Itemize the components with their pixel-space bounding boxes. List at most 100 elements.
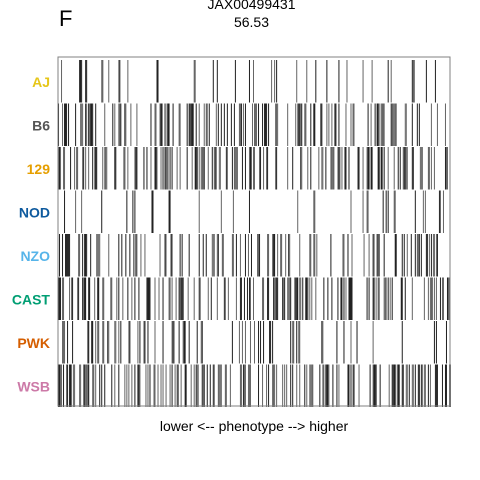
heatmap-cell	[263, 321, 265, 364]
heatmap-cell	[424, 190, 426, 233]
heatmap-cell	[376, 234, 378, 277]
heatmap-cell	[277, 103, 279, 146]
heatmap-cell	[107, 321, 109, 364]
heatmap-cell	[266, 364, 268, 407]
heatmap-cell	[67, 234, 69, 277]
heatmap-cell	[70, 147, 72, 190]
heatmap-cell	[124, 364, 126, 407]
heatmap-cell	[248, 60, 250, 103]
heatmap-cell	[325, 147, 327, 190]
heatmap-cell	[412, 147, 414, 190]
heatmap-cell	[235, 147, 237, 190]
heatmap-cell	[89, 103, 91, 146]
heatmap-cell	[193, 277, 195, 320]
heatmap-cell	[370, 103, 372, 146]
heatmap-cell	[433, 234, 435, 277]
heatmap-cell	[353, 364, 355, 407]
heatmap-cell	[198, 103, 200, 146]
heatmap-cell	[134, 277, 136, 320]
heatmap-cell	[336, 321, 338, 364]
heatmap-cell	[84, 364, 86, 407]
heatmap-cell	[344, 147, 346, 190]
heatmap-cell	[249, 364, 251, 407]
heatmap-cell	[191, 103, 194, 146]
heatmap-cell	[241, 321, 243, 364]
heatmap-cell	[299, 234, 301, 277]
heatmap-cell	[420, 234, 422, 277]
heatmap-cell	[168, 190, 171, 233]
heatmap-cell	[139, 364, 141, 407]
heatmap-cell	[74, 364, 76, 407]
heatmap-cell	[422, 190, 424, 233]
heatmap-cell	[307, 147, 309, 190]
heatmap-cell	[198, 277, 200, 320]
heatmap-cell	[445, 147, 448, 190]
heatmap-cell	[69, 234, 71, 277]
heatmap-cell	[127, 277, 129, 320]
heatmap-cell	[205, 234, 207, 277]
heatmap-cell	[70, 364, 72, 407]
heatmap-cell	[248, 147, 250, 190]
heatmap-cell	[252, 60, 254, 103]
heatmap-cell	[162, 321, 164, 364]
x-axis-label: lower <-- phenotype --> higher	[159, 418, 349, 434]
heatmap-cell	[102, 60, 104, 103]
heatmap-cell	[264, 103, 267, 146]
heatmap-cell	[396, 364, 398, 407]
heatmap-cell	[305, 103, 307, 146]
heatmap-cell	[191, 147, 193, 190]
heatmap-cell	[190, 364, 192, 407]
heatmap-cell	[118, 103, 121, 146]
heatmap-cell	[433, 277, 435, 320]
heatmap-cell	[158, 277, 160, 320]
heatmap-cell	[165, 364, 167, 407]
heatmap-cell	[435, 234, 437, 277]
heatmap-cell	[214, 147, 216, 190]
heatmap-cell	[145, 364, 147, 407]
heatmap-cell	[262, 103, 264, 146]
heatmap-cell	[211, 234, 213, 277]
heatmap-cell	[128, 321, 130, 364]
heatmap-cell	[154, 277, 156, 320]
heatmap-cell	[433, 147, 435, 190]
heatmap-cell	[201, 321, 203, 364]
heatmap-cell	[441, 277, 444, 320]
heatmap-cell	[85, 147, 87, 190]
heatmap-cell	[114, 147, 116, 190]
heatmap-cell	[435, 321, 437, 364]
heatmap-cell	[147, 277, 150, 320]
heatmap-cell	[297, 190, 299, 233]
heatmap-cell	[388, 364, 390, 407]
heatmap-cell	[229, 364, 231, 407]
heatmap-cell	[320, 103, 322, 146]
heatmap-cell	[238, 321, 240, 364]
heatmap-cell	[215, 103, 217, 146]
heatmap-cell	[114, 103, 116, 146]
heatmap-cell	[94, 147, 97, 190]
heatmap-cell	[363, 234, 365, 277]
heatmap-cell	[406, 364, 408, 407]
heatmap-cell	[272, 364, 275, 407]
heatmap-cell	[311, 277, 313, 320]
heatmap-cell	[241, 147, 243, 190]
heatmap-cell	[242, 103, 244, 146]
heatmap-cell	[162, 147, 164, 190]
heatmap-cell	[169, 147, 171, 190]
heatmap-cell	[244, 103, 246, 146]
heatmap-cell	[401, 234, 403, 277]
heatmap-cell	[181, 234, 183, 277]
heatmap-cell	[150, 147, 152, 190]
heatmap-cell	[231, 234, 234, 277]
heatmap-cell	[287, 103, 289, 146]
heatmap-cell	[332, 147, 335, 190]
heatmap-cell	[92, 103, 94, 146]
heatmap-cell	[224, 364, 227, 407]
heatmap-cell	[120, 321, 122, 364]
heatmap-cell	[288, 277, 290, 320]
heatmap-cell	[162, 364, 164, 407]
heatmap-cell	[262, 277, 265, 320]
heatmap-cell	[424, 364, 426, 407]
heatmap-cell	[98, 234, 100, 277]
heatmap-cell	[373, 277, 375, 320]
